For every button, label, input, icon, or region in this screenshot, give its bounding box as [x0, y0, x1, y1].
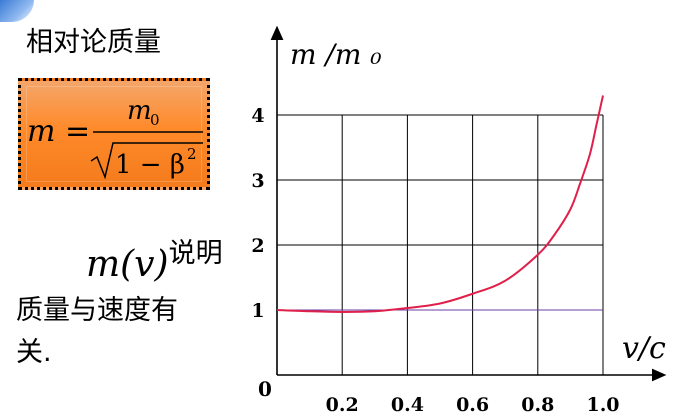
description-text: 质量与速度有 关. [16, 290, 236, 374]
y-tick-label: 4 [251, 105, 264, 127]
desc-line2: 质量与速度有 [16, 295, 178, 326]
x-tick-label: 0.8 [521, 394, 554, 416]
y-tick-label: 2 [251, 235, 264, 257]
slide-title: 相对论质量 [26, 27, 161, 58]
series-curve [276, 95, 604, 313]
formula-svg: m = m 0 1 − β 2 [27, 96, 203, 180]
corner-decoration [0, 0, 34, 22]
formula-numerator-sub: 0 [150, 111, 160, 129]
formula-lhs: m = [27, 114, 90, 149]
formula-inner-border [26, 86, 202, 182]
formula-denominator-sup: 2 [187, 145, 197, 163]
sqrt-sign [90, 142, 203, 180]
x-axis-label: v/c [622, 331, 666, 366]
grid-lines [277, 114, 604, 375]
x-tick-label: 0.4 [391, 394, 424, 416]
origin-label: 0 [258, 377, 272, 401]
x-tick-label: 0.6 [456, 394, 489, 416]
desc-line1: 说明 [168, 238, 223, 269]
formula-numerator: m [127, 96, 152, 126]
y-axis-label: m /m ₀ [290, 38, 382, 71]
formula-box: m = m 0 1 − β 2 [18, 78, 210, 190]
x-tick-labels: 0.2 0.4 0.6 0.8 1.0 [326, 394, 620, 416]
desc-math: m(v) [86, 244, 169, 285]
desc-line3: 关. [16, 337, 52, 368]
y-tick-label: 1 [251, 300, 264, 322]
y-tick-label: 3 [251, 170, 264, 192]
y-tick-labels: 1 2 3 4 [251, 105, 264, 322]
description-math-line: m(v)说明 [86, 238, 223, 285]
x-tick-label: 1.0 [586, 394, 619, 416]
x-tick-label: 0.2 [326, 394, 359, 416]
formula-denominator: 1 − β [115, 150, 185, 180]
